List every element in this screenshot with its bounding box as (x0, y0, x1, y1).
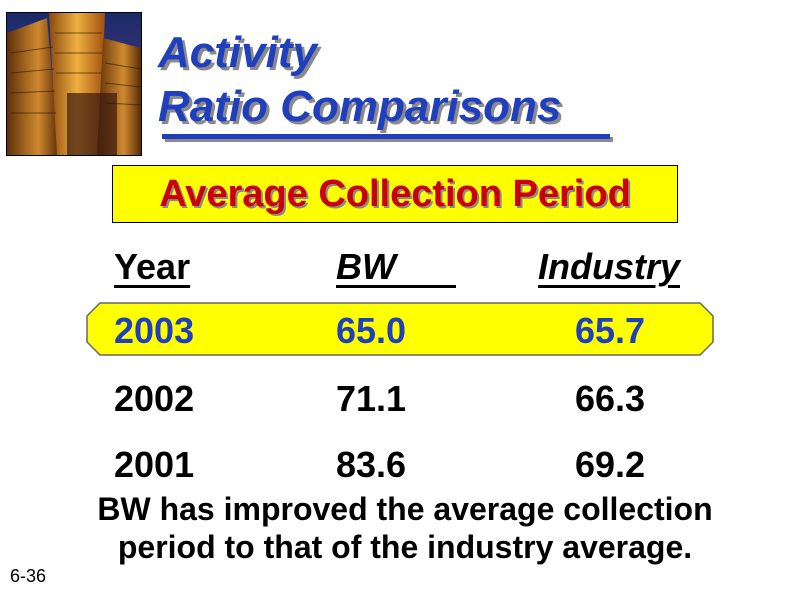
note-line-2: period to that of the industry average. (117, 529, 693, 565)
row-2002-industry: 66.3 (575, 378, 646, 419)
highlight-row-background (86, 302, 714, 356)
buildings-photo-icon (6, 12, 142, 156)
conclusion-note: BW has improved the average collection p… (30, 490, 780, 566)
title-line-1: Activity (158, 28, 317, 77)
row-2002-year: 2002 (114, 378, 195, 419)
row-2001-industry: 69.2 (575, 444, 646, 485)
note-line-1: BW has improved the average collection (97, 491, 713, 527)
title-underline (162, 134, 610, 139)
row-2002-bw: 71.1 (336, 378, 407, 419)
slide-title: Activity Ratio Comparisons (158, 26, 561, 134)
row-2003-industry: 65.7 (575, 310, 646, 351)
row-2003-bw: 65.0 (336, 310, 407, 351)
slide-number: 6-36 (10, 566, 47, 586)
title-line-2: Ratio Comparisons (158, 82, 562, 131)
subtitle: Average Collection Period (159, 172, 631, 215)
row-2003-year: 2003 (114, 310, 195, 351)
header-bw: BW (336, 246, 494, 288)
row-2001-year: 2001 (114, 444, 195, 485)
row-2001-bw: 83.6 (336, 444, 407, 485)
header-year: Year (114, 246, 191, 287)
header-bw-label: BW (336, 246, 396, 287)
header-industry: Industry (538, 246, 681, 287)
subtitle-box: Average Collection Period (112, 165, 678, 223)
